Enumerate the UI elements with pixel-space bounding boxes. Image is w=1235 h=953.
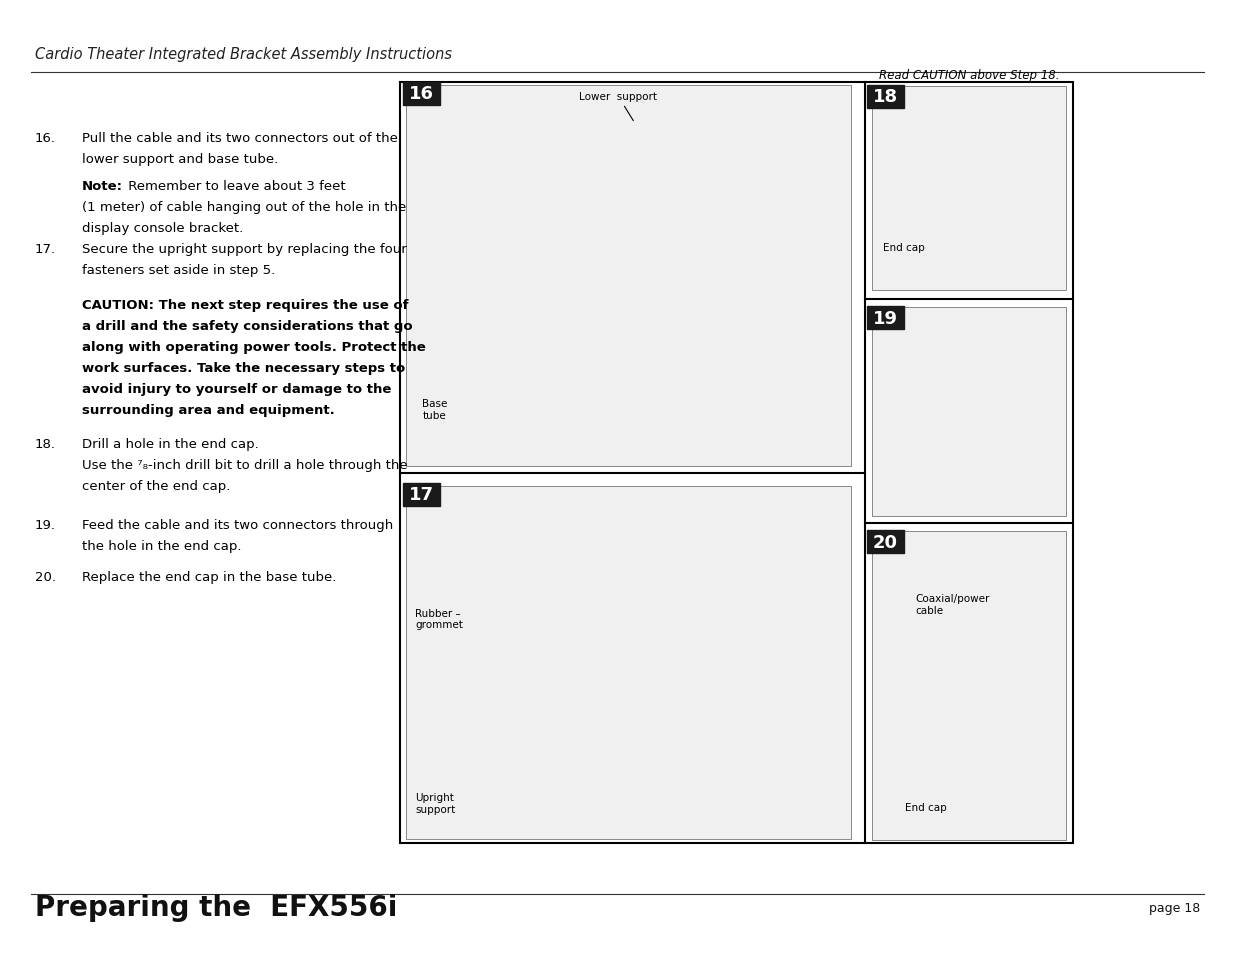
Bar bbox=[406, 486, 851, 839]
Text: 17.: 17. bbox=[35, 243, 56, 256]
Text: End cap: End cap bbox=[883, 243, 925, 253]
Bar bbox=[867, 86, 904, 109]
Bar bbox=[872, 532, 1066, 841]
Bar bbox=[872, 308, 1066, 517]
Text: (1 meter) of cable hanging out of the hole in the: (1 meter) of cable hanging out of the ho… bbox=[82, 201, 406, 213]
Text: surrounding area and equipment.: surrounding area and equipment. bbox=[82, 403, 335, 416]
Text: page 18: page 18 bbox=[1150, 901, 1200, 914]
Text: 20: 20 bbox=[873, 534, 898, 551]
Text: fasteners set aside in step 5.: fasteners set aside in step 5. bbox=[82, 264, 274, 277]
Bar bbox=[867, 531, 904, 554]
Text: 18.: 18. bbox=[35, 437, 56, 451]
Text: Remember to leave about 3 feet: Remember to leave about 3 feet bbox=[124, 180, 345, 193]
Text: 16.: 16. bbox=[35, 132, 56, 145]
Text: End cap: End cap bbox=[905, 802, 947, 812]
Text: Feed the cable and its two connectors through: Feed the cable and its two connectors th… bbox=[82, 518, 393, 532]
Text: Replace the end cap in the base tube.: Replace the end cap in the base tube. bbox=[82, 571, 336, 584]
Text: Base
tube: Base tube bbox=[422, 399, 448, 420]
Text: 20.: 20. bbox=[35, 571, 56, 584]
Text: Note:: Note: bbox=[82, 180, 122, 193]
Text: Cardio Theater Integrated Bracket Assembly Instructions: Cardio Theater Integrated Bracket Assemb… bbox=[35, 47, 452, 62]
Text: Preparing the  EFX556i: Preparing the EFX556i bbox=[35, 893, 396, 922]
Bar bbox=[400, 83, 1073, 843]
Text: Lower  support: Lower support bbox=[579, 92, 657, 122]
Bar bbox=[403, 83, 440, 106]
Text: work surfaces. Take the necessary steps to: work surfaces. Take the necessary steps … bbox=[82, 361, 405, 375]
Text: Secure the upright support by replacing the four: Secure the upright support by replacing … bbox=[82, 243, 406, 256]
Text: 19.: 19. bbox=[35, 518, 56, 532]
Text: CAUTION: The next step requires the use of: CAUTION: The next step requires the use … bbox=[82, 298, 408, 312]
Text: center of the end cap.: center of the end cap. bbox=[82, 479, 230, 493]
Bar bbox=[403, 483, 440, 506]
Bar bbox=[867, 307, 904, 330]
Text: along with operating power tools. Protect the: along with operating power tools. Protec… bbox=[82, 340, 425, 354]
Text: avoid injury to yourself or damage to the: avoid injury to yourself or damage to th… bbox=[82, 382, 391, 395]
Text: Read CAUTION above Step 18.: Read CAUTION above Step 18. bbox=[879, 69, 1060, 82]
Text: the hole in the end cap.: the hole in the end cap. bbox=[82, 539, 241, 553]
Text: lower support and base tube.: lower support and base tube. bbox=[82, 152, 278, 166]
Text: Use the ⁷₈-inch drill bit to drill a hole through the: Use the ⁷₈-inch drill bit to drill a hol… bbox=[82, 458, 408, 472]
Text: Upright
support: Upright support bbox=[415, 793, 456, 814]
Text: 19: 19 bbox=[873, 310, 898, 327]
Text: a drill and the safety considerations that go: a drill and the safety considerations th… bbox=[82, 319, 412, 333]
Text: Pull the cable and its two connectors out of the: Pull the cable and its two connectors ou… bbox=[82, 132, 398, 145]
Text: Drill a hole in the end cap.: Drill a hole in the end cap. bbox=[82, 437, 258, 451]
Bar bbox=[406, 86, 851, 467]
Text: 16: 16 bbox=[409, 86, 433, 103]
Text: Rubber –
grommet: Rubber – grommet bbox=[415, 608, 463, 630]
Text: Coaxial/power
cable: Coaxial/power cable bbox=[915, 594, 989, 616]
Text: 17: 17 bbox=[409, 486, 433, 503]
Text: 18: 18 bbox=[873, 89, 898, 106]
Text: display console bracket.: display console bracket. bbox=[82, 222, 243, 234]
Bar bbox=[872, 87, 1066, 291]
